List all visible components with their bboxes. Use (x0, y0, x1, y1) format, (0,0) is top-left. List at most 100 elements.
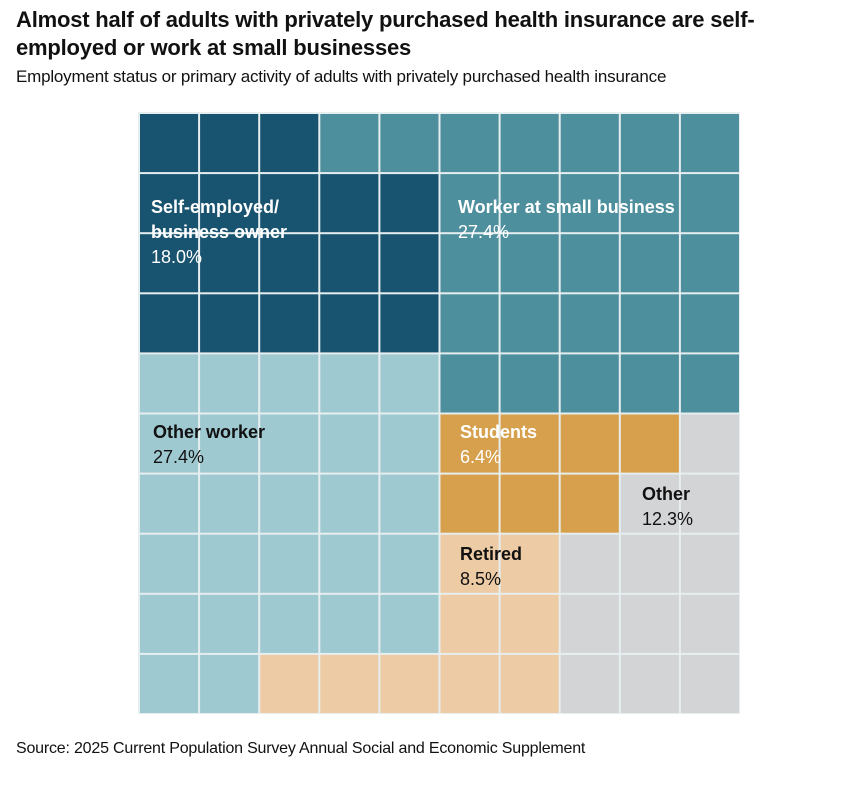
source-note: Source: 2025 Current Population Survey A… (16, 740, 586, 757)
waffle-cell-other-worker (200, 414, 259, 473)
waffle-cell-other-worker (320, 474, 379, 533)
waffle-cell-other-worker (380, 414, 439, 473)
waffle-cell-other (620, 474, 679, 533)
waffle-cell-other (680, 534, 739, 593)
waffle-cell-self-employed-business-owner (200, 294, 259, 353)
label-self-employed-business-owner: Self-employed/business owner 18.0% (151, 195, 287, 270)
waffle-cell-other (680, 414, 739, 473)
waffle-cell-other-worker (200, 594, 259, 653)
waffle-cell-other-worker (200, 474, 259, 533)
category-percent: 12.3% (642, 509, 694, 529)
waffle-cell-worker-at-small-business (680, 114, 739, 173)
waffle-cell-other-worker (260, 354, 319, 413)
category-percent: 27.4% (153, 447, 205, 467)
waffle-cell-other-worker (380, 594, 439, 653)
waffle-cell-worker-at-small-business (560, 354, 619, 413)
category-percent: 18.0% (151, 247, 203, 267)
waffle-cell-retired (500, 534, 559, 593)
waffle-cell-self-employed-business-owner (200, 234, 259, 293)
waffle-cell-other (680, 654, 739, 713)
waffle-cell-other (560, 654, 619, 713)
waffle-cell-other-worker (140, 414, 199, 473)
waffle-cell-worker-at-small-business (500, 354, 559, 413)
waffle-cell-worker-at-small-business (620, 234, 679, 293)
waffle-cell-other-worker (260, 414, 319, 473)
waffle-cell-other-worker (140, 534, 199, 593)
waffle-cell-self-employed-business-owner (260, 114, 319, 173)
waffle-cell-worker-at-small-business (380, 114, 439, 173)
waffle-cell-worker-at-small-business (680, 234, 739, 293)
waffle-cell-retired (440, 594, 499, 653)
waffle-cell-other (680, 594, 739, 653)
waffle-cell-retired (500, 654, 559, 713)
waffle-cell-other-worker (140, 474, 199, 533)
waffle-cell-other-worker (200, 354, 259, 413)
label-other-worker: Other worker 27.4% (153, 420, 265, 470)
waffle-cell-self-employed-business-owner (260, 174, 319, 233)
waffle-cell-self-employed-business-owner (140, 174, 199, 233)
waffle-cell-retired (380, 654, 439, 713)
label-students: Students 6.4% (460, 420, 537, 470)
waffle-cell-self-employed-business-owner (320, 234, 379, 293)
waffle-cell-self-employed-business-owner (140, 234, 199, 293)
category-name: Other (642, 484, 691, 504)
waffle-cell-other-worker (320, 354, 379, 413)
waffle-cell-worker-at-small-business (500, 114, 559, 173)
category-name: Retired (460, 544, 523, 564)
waffle-cell-self-employed-business-owner (200, 174, 259, 233)
waffle-cell-self-employed-business-owner (320, 174, 379, 233)
category-percent: 6.4% (460, 447, 502, 467)
waffle-cell-other-worker (260, 474, 319, 533)
waffle-cell-other-worker (200, 534, 259, 593)
waffle-cell-worker-at-small-business (560, 234, 619, 293)
waffle-cell-worker-at-small-business (320, 114, 379, 173)
waffle-cell-self-employed-business-owner (200, 114, 259, 173)
waffle-cell-worker-at-small-business (560, 114, 619, 173)
waffle-cell-retired (440, 534, 499, 593)
waffle-cell-worker-at-small-business (560, 174, 619, 233)
waffle-cell-worker-at-small-business (500, 174, 559, 233)
waffle-cell-worker-at-small-business (440, 354, 499, 413)
category-name: Students (460, 422, 538, 442)
waffle-cell-retired (260, 654, 319, 713)
waffle-cell-worker-at-small-business (620, 354, 679, 413)
waffle-cell-other-worker (380, 474, 439, 533)
waffle-cell-worker-at-small-business (560, 294, 619, 353)
waffle-cell-worker-at-small-business (620, 294, 679, 353)
waffle-cell-other-worker (320, 534, 379, 593)
waffle-cell-worker-at-small-business (440, 294, 499, 353)
waffle-cell-other-worker (320, 414, 379, 473)
waffle-cell-other-worker (200, 654, 259, 713)
waffle-cell-students (560, 414, 619, 473)
waffle-cell-other (560, 594, 619, 653)
waffle-cell-worker-at-small-business (500, 294, 559, 353)
waffle-cell-students (500, 414, 559, 473)
waffle-cell-worker-at-small-business (500, 234, 559, 293)
waffle-cell-other-worker (140, 354, 199, 413)
waffle-cell-self-employed-business-owner (260, 234, 319, 293)
waffle-cell-self-employed-business-owner (380, 234, 439, 293)
label-retired: Retired 8.5% (460, 542, 522, 592)
category-name: Self-employed/ (151, 197, 280, 217)
waffle-cell-other-worker (320, 594, 379, 653)
waffle-cell-worker-at-small-business (680, 294, 739, 353)
waffle-cell-worker-at-small-business (440, 234, 499, 293)
waffle-cell-self-employed-business-owner (260, 294, 319, 353)
category-name: Worker at small business (458, 197, 675, 217)
chart-title: Almost half of adults with privately pur… (16, 7, 755, 60)
waffle-cell-other-worker (140, 654, 199, 713)
waffle-cell-students (560, 474, 619, 533)
waffle-cell-other (620, 594, 679, 653)
waffle-cell-other (620, 534, 679, 593)
waffle-cell-self-employed-business-owner (380, 294, 439, 353)
waffle-cell-other-worker (140, 594, 199, 653)
waffle-cell-other (560, 534, 619, 593)
category-percent: 27.4% (458, 222, 510, 242)
waffle-cell-other-worker (380, 534, 439, 593)
waffle-cell-worker-at-small-business (440, 174, 499, 233)
waffle-cell-self-employed-business-owner (320, 294, 379, 353)
waffle-cell-other-worker (260, 534, 319, 593)
category-name: business owner (151, 222, 288, 242)
waffle-cell-students (440, 414, 499, 473)
